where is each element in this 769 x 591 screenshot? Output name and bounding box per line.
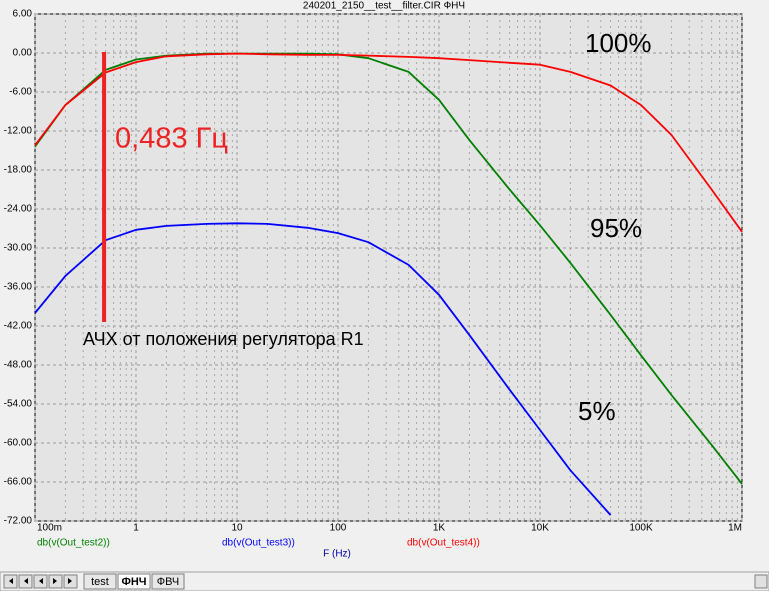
- nav-icons: [9, 578, 72, 584]
- y-tick-label: 6.00: [13, 9, 33, 20]
- y-tick-label: -42.00: [4, 321, 33, 332]
- y-tick-label: -72.00: [4, 516, 33, 527]
- series-line: [34, 222, 612, 516]
- y-tick-label: -48.00: [4, 360, 33, 371]
- x-tick-label: 100: [330, 523, 347, 534]
- series-line: [34, 52, 743, 233]
- x-tick-label: 1: [133, 523, 139, 534]
- annotation: 5%: [578, 396, 616, 426]
- y-tick-label: -30.00: [4, 243, 33, 254]
- tab-bar-bg: [0, 571, 769, 591]
- tab-label: ФНЧ: [121, 576, 146, 588]
- x-tick-label: 10K: [531, 523, 549, 534]
- y-tick-label: -6.00: [9, 87, 32, 98]
- y-tick-label: -36.00: [4, 282, 33, 293]
- annotation: АЧХ от положения регулятора R1: [83, 329, 364, 349]
- x-tick-label: 1K: [433, 523, 446, 534]
- tab-label: test: [91, 576, 109, 588]
- chart-title: 240201_2150__test__filter.CIR ФНЧ: [303, 1, 465, 12]
- tab-bar: test ФНЧ ФВЧ: [0, 571, 769, 591]
- y-tick-label: -12.00: [4, 126, 33, 137]
- tab[interactable]: [151, 573, 185, 590]
- annotation: 95%: [590, 213, 642, 243]
- y-tick-label: -66.00: [4, 477, 33, 488]
- marker-label: 0,483 Гц: [115, 123, 228, 155]
- series-line: [34, 52, 743, 485]
- tab[interactable]: [117, 573, 151, 590]
- annotation: 100%: [585, 28, 652, 58]
- x-axis-label: F (Hz): [323, 549, 351, 560]
- y-tick-label: 0.00: [13, 48, 33, 59]
- x-tick-label: 10: [231, 523, 243, 534]
- legend-entry: db(v(Out_test2)): [37, 538, 110, 549]
- x-tick-label: 1M: [728, 523, 742, 534]
- x-tick-label: 100m: [37, 523, 62, 534]
- y-tick-label: -24.00: [4, 204, 33, 215]
- scroll-right[interactable]: [754, 574, 768, 589]
- legend-entry: db(v(Out_test4)): [407, 538, 480, 549]
- tab[interactable]: [83, 573, 117, 590]
- y-tick-label: -54.00: [4, 399, 33, 410]
- y-tick-label: -18.00: [4, 165, 33, 176]
- x-tick-label: 100K: [629, 523, 653, 534]
- plot-area: [34, 13, 743, 522]
- y-tick-label: -60.00: [4, 438, 33, 449]
- tab-label: ФВЧ: [157, 576, 180, 588]
- legend-entry: db(v(Out_test3)): [222, 538, 295, 549]
